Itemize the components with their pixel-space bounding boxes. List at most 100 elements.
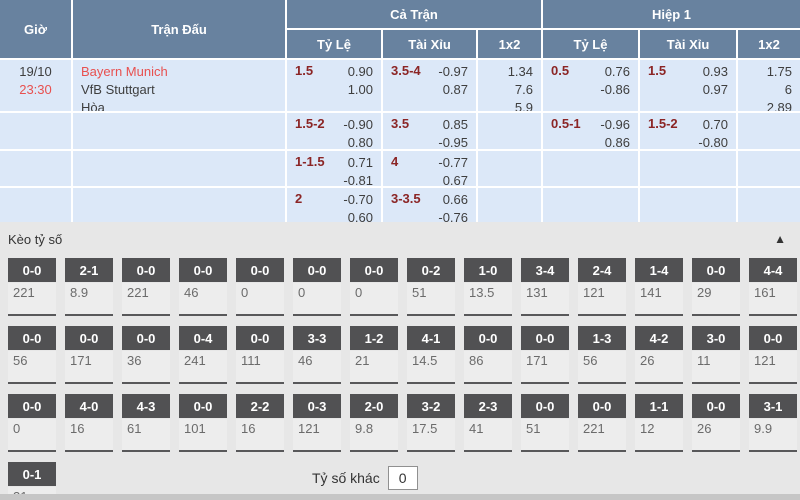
score-odds: 221 bbox=[8, 283, 56, 316]
score-odds: 46 bbox=[293, 351, 341, 384]
score-box[interactable]: 0-0 221 bbox=[8, 258, 56, 316]
handicap-odds[interactable]: 0.90 1.00 bbox=[347, 64, 373, 98]
score-label: 4-1 bbox=[407, 326, 455, 350]
score-label: 0-0 bbox=[122, 258, 170, 282]
column-header-full-time: Cả Trận bbox=[287, 0, 541, 28]
score-odds: 131 bbox=[521, 283, 569, 316]
score-odds: 41 bbox=[464, 419, 512, 452]
over-under-odds[interactable]: 0.85 -0.95 bbox=[438, 117, 468, 149]
home-team[interactable]: Bayern Munich bbox=[81, 64, 168, 79]
column-header-fh-1x2: 1x2 bbox=[738, 30, 800, 58]
fh-1x2-cell[interactable]: 1.75 6 2.89 bbox=[738, 60, 800, 111]
score-box[interactable]: 2-2 16 bbox=[236, 394, 284, 452]
score-box[interactable]: 0-3 121 bbox=[293, 394, 341, 452]
score-box[interactable]: 0-0 171 bbox=[521, 326, 569, 384]
draw-label[interactable]: Hòa bbox=[81, 100, 105, 111]
score-odds: 121 bbox=[578, 283, 626, 316]
fh-handicap-cell: 0.5 0.76 -0.86 bbox=[543, 60, 638, 111]
score-odds: 9.8 bbox=[350, 419, 398, 452]
score-box[interactable]: 3-1 9.9 bbox=[749, 394, 797, 452]
score-label: 2-3 bbox=[464, 394, 512, 418]
away-team[interactable]: VfB Stuttgart bbox=[81, 82, 155, 98]
score-box[interactable]: 1-2 21 bbox=[350, 326, 398, 384]
score-odds: 16 bbox=[236, 419, 284, 452]
score-box[interactable]: 1-4 141 bbox=[635, 258, 683, 316]
other-score-group: Tỷ số khác bbox=[312, 466, 418, 490]
handicap-odds[interactable]: 0.71 -0.81 bbox=[343, 155, 373, 186]
over-under-odds[interactable]: 0.70 -0.80 bbox=[698, 117, 728, 149]
fh-handicap-cell bbox=[543, 188, 638, 222]
score-box[interactable]: 0-2 51 bbox=[407, 258, 455, 316]
over-under-odds[interactable]: -0.77 0.67 bbox=[438, 155, 468, 186]
score-row: 0-0 221 2-1 8.9 0-0 221 0-0 46 0-0 0 0-0 0 0-0 0 0-2 51… bbox=[8, 258, 800, 316]
score-box[interactable]: 1-0 13.5 bbox=[464, 258, 512, 316]
score-odds: 161 bbox=[749, 283, 797, 316]
score-box[interactable]: 0-0 46 bbox=[179, 258, 227, 316]
ft-1x2-cell bbox=[478, 188, 541, 222]
score-label: 0-0 bbox=[236, 326, 284, 350]
handicap-odds[interactable]: 0.76 -0.86 bbox=[600, 64, 630, 98]
score-box[interactable]: 0-0 0 bbox=[236, 258, 284, 316]
score-box[interactable]: 3-0 11 bbox=[692, 326, 740, 384]
score-odds: 221 bbox=[122, 283, 170, 316]
score-box[interactable]: 1-1 12 bbox=[635, 394, 683, 452]
score-label: 3-0 bbox=[692, 326, 740, 350]
score-box[interactable]: 0-0 171 bbox=[65, 326, 113, 384]
collapse-icon[interactable]: ▲ bbox=[774, 232, 786, 246]
score-box[interactable]: 2-3 41 bbox=[464, 394, 512, 452]
over-under-odds[interactable]: 0.93 0.97 bbox=[702, 64, 728, 98]
score-label: 0-0 bbox=[8, 258, 56, 282]
score-box[interactable]: 0-0 0 bbox=[8, 394, 56, 452]
score-box[interactable]: 0-0 221 bbox=[122, 258, 170, 316]
score-box[interactable]: 2-4 121 bbox=[578, 258, 626, 316]
other-score-input[interactable] bbox=[387, 466, 418, 490]
score-box[interactable]: 0-0 26 bbox=[692, 394, 740, 452]
column-header-time: Giờ bbox=[0, 0, 71, 58]
handicap-odds[interactable]: -0.90 0.80 bbox=[343, 117, 373, 149]
score-box[interactable]: 0-0 29 bbox=[692, 258, 740, 316]
score-label: 0-0 bbox=[521, 394, 569, 418]
score-box[interactable]: 4-3 61 bbox=[122, 394, 170, 452]
match-kickoff-time: 23:30 bbox=[19, 82, 52, 98]
handicap-odds[interactable]: -0.96 0.86 bbox=[600, 117, 630, 149]
score-box[interactable]: 3-4 131 bbox=[521, 258, 569, 316]
empty-cell bbox=[73, 113, 285, 149]
score-label: 3-3 bbox=[293, 326, 341, 350]
score-box[interactable]: 4-4 161 bbox=[749, 258, 797, 316]
score-box[interactable]: 2-0 9.8 bbox=[350, 394, 398, 452]
score-box[interactable]: 0-0 0 bbox=[350, 258, 398, 316]
score-box[interactable]: 0-0 56 bbox=[8, 326, 56, 384]
score-odds: 221 bbox=[578, 419, 626, 452]
score-box[interactable]: 3-2 17.5 bbox=[407, 394, 455, 452]
ft-1x2-cell[interactable] bbox=[478, 113, 541, 149]
score-box[interactable]: 0-0 36 bbox=[122, 326, 170, 384]
score-box[interactable]: 0-0 86 bbox=[464, 326, 512, 384]
over-under-odds[interactable]: -0.97 0.87 bbox=[438, 64, 468, 98]
score-odds: 14.5 bbox=[407, 351, 455, 384]
handicap-odds[interactable]: -0.70 0.60 bbox=[343, 192, 373, 222]
score-box[interactable]: 4-0 16 bbox=[65, 394, 113, 452]
score-odds: 11 bbox=[692, 351, 740, 384]
score-box[interactable]: 0-0 51 bbox=[521, 394, 569, 452]
score-box[interactable]: 4-1 14.5 bbox=[407, 326, 455, 384]
column-header-fh-over-under: Tài Xỉu bbox=[640, 30, 736, 58]
score-label: 1-3 bbox=[578, 326, 626, 350]
handicap-line: 1-1.5 bbox=[295, 154, 325, 169]
score-box[interactable]: 0-0 111 bbox=[236, 326, 284, 384]
score-box[interactable]: 0-0 221 bbox=[578, 394, 626, 452]
score-box[interactable]: 0-4 241 bbox=[179, 326, 227, 384]
score-odds: 56 bbox=[578, 351, 626, 384]
ft-1x2-cell[interactable]: 1.34 7.6 5.9 bbox=[478, 60, 541, 111]
score-box[interactable]: 4-2 26 bbox=[635, 326, 683, 384]
score-box[interactable]: 2-1 8.9 bbox=[65, 258, 113, 316]
fh-1x2-cell[interactable] bbox=[738, 113, 800, 149]
score-box[interactable]: 0-0 0 bbox=[293, 258, 341, 316]
score-box[interactable]: 0-0 121 bbox=[749, 326, 797, 384]
score-box[interactable]: 3-3 46 bbox=[293, 326, 341, 384]
score-label: 2-2 bbox=[236, 394, 284, 418]
score-box[interactable]: 0-0 101 bbox=[179, 394, 227, 452]
score-box[interactable]: 1-3 56 bbox=[578, 326, 626, 384]
over-under-odds[interactable]: 0.66 -0.76 bbox=[438, 192, 468, 222]
over-under-line: 3.5 bbox=[391, 116, 410, 131]
handicap-line: 1.5-2 bbox=[295, 116, 325, 131]
